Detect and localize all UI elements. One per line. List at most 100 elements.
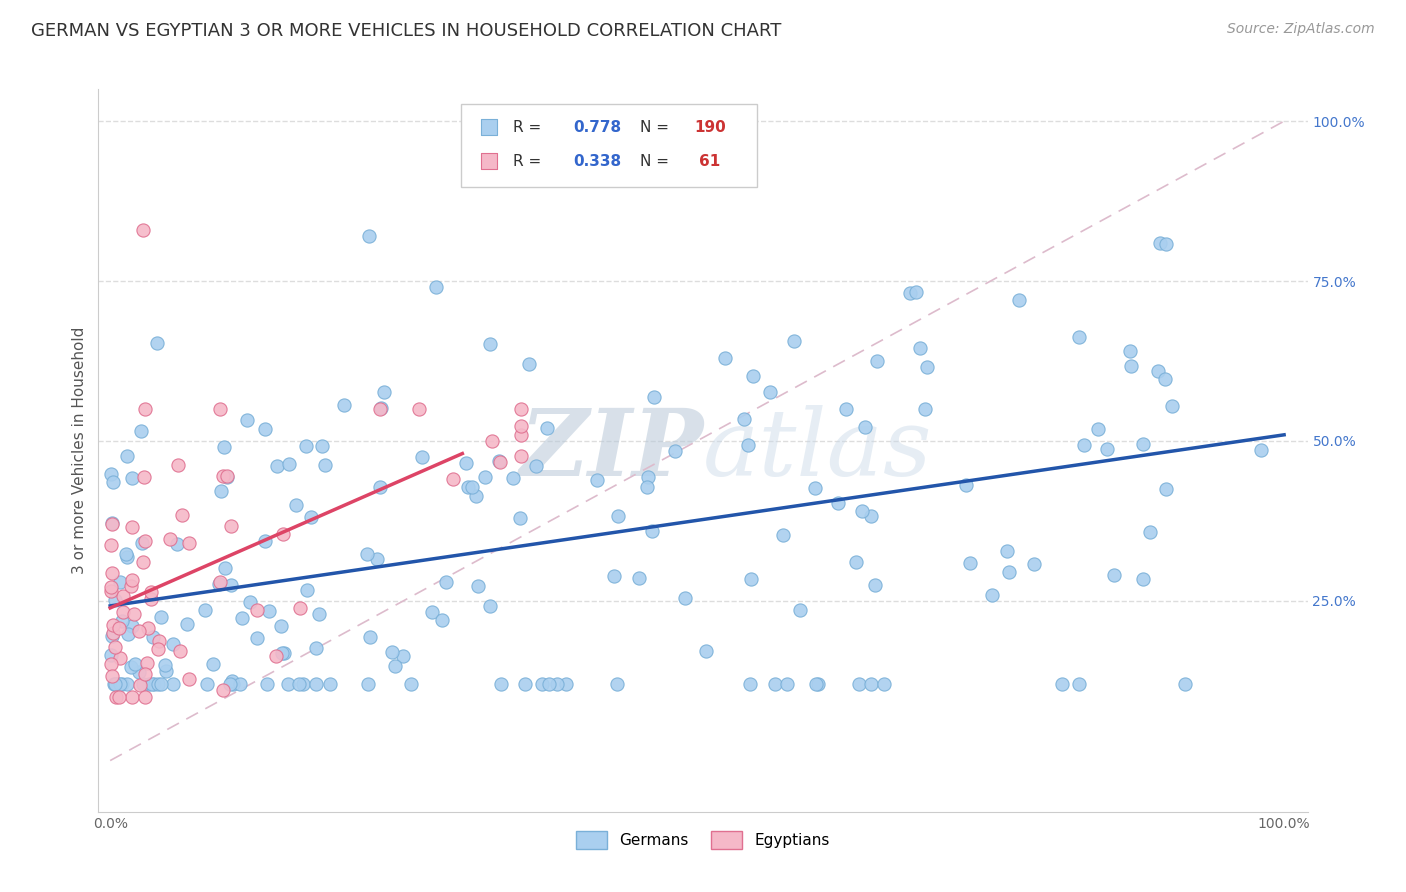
Point (586, 473, 609, 487)
Point (865, 354, 887, 368)
Point (859, 677, 882, 691)
Point (121, 471, 143, 485)
Point (120, 660, 142, 674)
Point (524, 458, 547, 473)
Point (848, 677, 870, 691)
Point (103, 625, 125, 640)
Point (1095, 442, 1118, 456)
Point (636, 480, 658, 494)
Point (162, 637, 184, 651)
Point (436, 575, 458, 590)
Point (100, 467, 122, 481)
Point (510, 401, 533, 416)
Point (305, 641, 328, 656)
Point (1087, 422, 1109, 436)
Point (169, 644, 191, 658)
Point (148, 677, 170, 691)
Point (441, 472, 464, 486)
Point (373, 384, 395, 399)
Point (368, 480, 391, 494)
Point (120, 578, 142, 592)
Point (910, 341, 932, 355)
Point (357, 229, 380, 244)
Point (1250, 442, 1272, 457)
Point (195, 677, 218, 691)
Point (176, 616, 198, 631)
Point (115, 549, 138, 564)
Point (111, 605, 134, 619)
Point (128, 665, 150, 679)
Point (853, 419, 876, 434)
Point (148, 634, 170, 648)
Point (695, 644, 717, 658)
Point (738, 677, 761, 691)
Point (221, 674, 243, 689)
FancyBboxPatch shape (461, 103, 758, 186)
Point (308, 607, 330, 621)
Point (100, 583, 122, 598)
Point (129, 678, 152, 692)
Point (246, 631, 269, 645)
Point (142, 677, 165, 691)
Text: N =: N = (640, 154, 673, 169)
Point (314, 458, 336, 472)
Point (266, 459, 288, 474)
Point (859, 508, 882, 523)
Point (488, 454, 510, 468)
Point (637, 470, 659, 484)
Point (121, 690, 143, 704)
Point (643, 390, 665, 404)
Point (478, 148, 501, 162)
Point (1118, 344, 1140, 359)
Point (305, 677, 328, 691)
Point (914, 402, 936, 417)
Point (381, 644, 404, 658)
Point (425, 280, 447, 294)
Point (789, 603, 811, 617)
Point (430, 613, 453, 627)
Point (997, 544, 1019, 558)
Point (517, 357, 540, 371)
Point (368, 401, 391, 416)
Point (271, 526, 294, 541)
Point (115, 677, 138, 691)
Point (998, 566, 1021, 580)
Point (464, 489, 486, 503)
Point (239, 595, 262, 609)
Point (510, 450, 533, 464)
Point (1174, 677, 1197, 691)
Point (131, 536, 153, 550)
Point (107, 690, 129, 704)
Point (212, 469, 235, 483)
Point (167, 458, 190, 473)
Point (1067, 330, 1090, 344)
Legend: Germans, Egyptians: Germans, Egyptians (571, 825, 835, 855)
Point (759, 385, 782, 400)
Point (124, 657, 146, 671)
Point (408, 401, 430, 416)
Point (229, 677, 252, 691)
Point (510, 419, 533, 434)
Point (467, 579, 489, 593)
Text: ZIP: ZIP (519, 406, 703, 495)
Text: Source: ZipAtlas.com: Source: ZipAtlas.com (1227, 22, 1375, 37)
Point (1102, 567, 1125, 582)
Point (103, 677, 125, 691)
Point (194, 603, 217, 617)
Point (1154, 483, 1177, 497)
Point (270, 619, 292, 633)
Point (299, 510, 322, 524)
Point (509, 511, 531, 525)
Point (212, 440, 235, 454)
Point (177, 536, 200, 550)
Point (737, 438, 759, 452)
Point (287, 677, 309, 691)
Point (959, 556, 981, 570)
Point (108, 651, 131, 665)
Point (356, 547, 378, 561)
Point (478, 178, 501, 193)
Point (100, 669, 122, 683)
Point (783, 334, 806, 349)
Point (474, 469, 496, 483)
Point (292, 677, 315, 691)
